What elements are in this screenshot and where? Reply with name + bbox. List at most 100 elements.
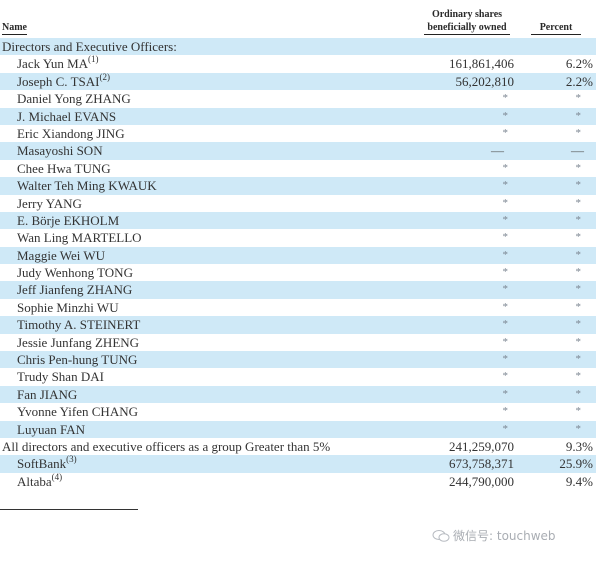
- holder-name: Judy Wenhong TONG: [17, 264, 133, 281]
- holder-name: Sophie Minzhi WU: [17, 299, 119, 316]
- holder-name: Timothy A. STEINERT: [17, 316, 140, 333]
- table-row: Jack Yun MA(1) 161,861,406 6.2%: [0, 55, 596, 72]
- table-row: Altaba(4) 244,790,000 9.4%: [0, 471, 596, 490]
- holder-name: Walter Teh Ming KWAUK: [17, 177, 157, 194]
- shares-value: 161,861,406: [449, 56, 514, 72]
- holder-name: Chris Pen-hung TUNG: [17, 351, 137, 368]
- shares-value: *: [502, 422, 509, 435]
- shares-value: *: [502, 300, 509, 313]
- shares-value: *: [502, 353, 509, 366]
- table-row: Jessie Junfang ZHENG * *: [0, 334, 596, 351]
- holder-name: Jerry YANG: [17, 195, 82, 212]
- footnote-ref: (1): [88, 54, 99, 65]
- table-row: Luyuan FAN * *: [0, 420, 596, 438]
- shares-value: 673,758,371: [449, 456, 514, 472]
- holder-name: Masayoshi SON: [17, 142, 103, 159]
- holder-name: Maggie Wei WU: [17, 247, 105, 264]
- percent-value: *: [575, 405, 582, 418]
- holder-name: Wan Ling MARTELLO: [17, 229, 142, 246]
- percent-value: *: [575, 283, 582, 296]
- holder-name-text: Maggie Wei WU: [17, 247, 106, 263]
- holder-name-text: Altaba: [17, 473, 52, 489]
- footnote-ref: (2): [99, 71, 110, 82]
- column-header-percent: Percent: [531, 22, 581, 35]
- shares-value: *: [502, 126, 509, 139]
- shares-value: *: [502, 405, 509, 418]
- ownership-table: Directors and Executive Officers: Jack Y…: [0, 38, 596, 490]
- percent-value: *: [575, 179, 582, 192]
- holder-name: Eric Xiandong JING: [17, 125, 125, 142]
- holder-name-text: Chris Pen-hung TUNG: [17, 352, 138, 368]
- shares-value: *: [502, 109, 509, 122]
- shares-value: *: [502, 318, 509, 331]
- table-row: SoftBank(3) 673,758,371 25.9%: [0, 454, 596, 473]
- holder-name: Luyuan FAN: [17, 421, 85, 438]
- holder-name: J. Michael EVANS: [17, 108, 116, 125]
- percent-value: *: [575, 266, 582, 279]
- table-row: Timothy A. STEINERT * *: [0, 316, 596, 334]
- shares-value: *: [502, 213, 509, 226]
- holder-name-text: Joseph C. TSAI: [17, 73, 100, 89]
- shares-value: *: [502, 283, 509, 296]
- percent-value: *: [575, 248, 582, 261]
- percent-value: *: [575, 109, 582, 122]
- shares-value: *: [502, 248, 509, 261]
- holder-name-text: SoftBank: [17, 456, 67, 472]
- holder-name: Yvonne Yifen CHANG: [17, 403, 138, 420]
- shares-value: *: [502, 387, 509, 400]
- shares-value: *: [502, 370, 509, 383]
- shares-value: 241,259,070: [449, 438, 514, 454]
- group-total-row: All directors and executive officers as …: [0, 438, 596, 455]
- table-row: Jeff Jianfeng ZHANG * *: [0, 281, 596, 299]
- table-row: E. Börje EKHOLM * *: [0, 211, 596, 230]
- table-row: Jerry YANG * *: [0, 195, 596, 212]
- holder-name-text: All directors and executive officers as …: [2, 438, 331, 454]
- holder-name: Chee Hwa TUNG: [17, 160, 111, 177]
- holder-name-text: Jessie Junfang ZHENG: [17, 334, 140, 350]
- shares-value: *: [502, 161, 509, 174]
- holder-name: Jack Yun MA(1): [17, 55, 99, 72]
- footnote-ref: (4): [51, 471, 63, 482]
- percent-value: *: [575, 92, 582, 105]
- holder-name-text: Jeff Jianfeng ZHANG: [17, 282, 133, 298]
- shares-value: *: [502, 266, 509, 279]
- footnote-ref: (3): [66, 454, 77, 465]
- table-row: J. Michael EVANS * *: [0, 107, 596, 125]
- percent-value: 2.2%: [565, 73, 593, 89]
- holder-name-text: Yvonne Yifen CHANG: [17, 404, 138, 420]
- holder-name-text: Wan Ling MARTELLO: [17, 230, 142, 246]
- holder-name-text: Luyuan FAN: [17, 421, 86, 437]
- holder-name-text: Daniel Yong ZHANG: [17, 91, 131, 107]
- holder-name: Jeff Jianfeng ZHANG: [17, 281, 132, 298]
- shares-value: —: [491, 143, 504, 159]
- table-row: Maggie Wei WU * *: [0, 246, 596, 265]
- table-row: Masayoshi SON — —: [0, 142, 596, 160]
- percent-value: —: [571, 143, 584, 159]
- holder-name-text: J. Michael EVANS: [17, 108, 117, 124]
- percent-value: 25.9%: [559, 456, 593, 472]
- percent-value: *: [575, 335, 582, 348]
- holder-name-text: Chee Hwa TUNG: [17, 160, 111, 176]
- percent-value: 9.4%: [565, 473, 593, 489]
- section-title: Directors and Executive Officers:: [2, 39, 177, 54]
- column-header-shares-line1: Ordinary shares: [431, 9, 503, 20]
- holder-name: All directors and executive officers as …: [2, 438, 330, 455]
- table-row: Eric Xiandong JING * *: [0, 125, 596, 142]
- table-row: Judy Wenhong TONG * *: [0, 264, 596, 281]
- holder-name: Jessie Junfang ZHENG: [17, 334, 139, 351]
- watermark-text: 微信号: touchweb: [453, 529, 556, 543]
- holder-name: Joseph C. TSAI(2): [17, 71, 110, 90]
- percent-value: *: [575, 300, 582, 313]
- holder-name: Trudy Shan DAI: [17, 368, 104, 385]
- holder-name-text: Fan JIANG: [17, 386, 78, 402]
- footnote-rule: [0, 509, 138, 510]
- holder-name-text: Walter Teh Ming KWAUK: [17, 178, 157, 194]
- watermark: 微信号: touchweb: [432, 527, 556, 544]
- holder-name-text: Judy Wenhong TONG: [17, 265, 133, 281]
- percent-value: *: [575, 422, 582, 435]
- holder-name-text: Masayoshi SON: [17, 143, 103, 159]
- holder-name: Daniel Yong ZHANG: [17, 90, 131, 107]
- holder-name: Fan JIANG: [17, 386, 77, 403]
- column-header-shares: Ordinary shares beneficially owned: [414, 8, 520, 35]
- table-row: Daniel Yong ZHANG * *: [0, 90, 596, 107]
